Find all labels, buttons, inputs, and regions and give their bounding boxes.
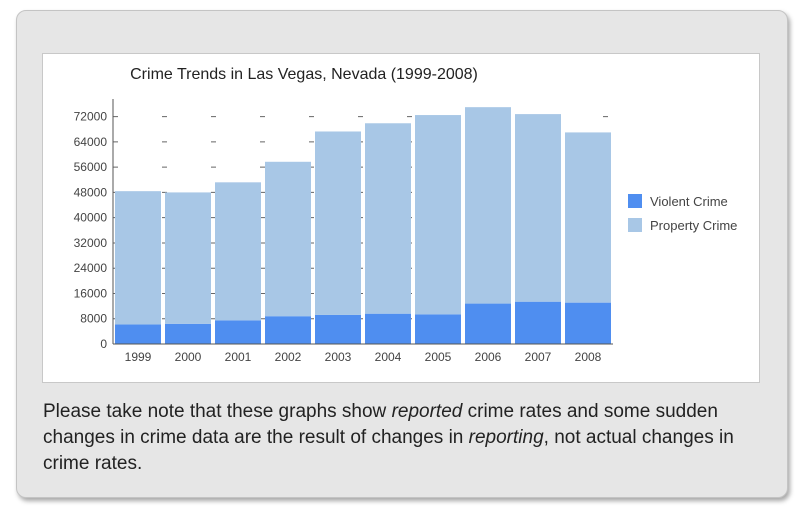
property-crime-bar bbox=[465, 107, 511, 304]
chart-container: Crime Trends in Las Vegas, Nevada (1999-… bbox=[42, 53, 760, 383]
legend-label-property: Property Crime bbox=[650, 218, 737, 233]
y-tick-label: 48000 bbox=[74, 185, 108, 199]
y-tick-label: 56000 bbox=[74, 160, 108, 174]
chart-card: Crime Trends in Las Vegas, Nevada (1999-… bbox=[16, 10, 788, 498]
violent-crime-bar bbox=[415, 314, 461, 344]
violent-crime-bar bbox=[165, 323, 211, 344]
property-crime-bar bbox=[315, 131, 361, 315]
note-emphasis-reported: reported bbox=[391, 401, 463, 422]
x-tick-label: 2007 bbox=[525, 350, 552, 364]
property-crime-bar bbox=[265, 161, 311, 317]
x-tick-label: 2002 bbox=[275, 350, 302, 364]
y-tick-label: 40000 bbox=[74, 211, 108, 225]
x-tick-label: 2006 bbox=[475, 350, 502, 364]
chart-title: Crime Trends in Las Vegas, Nevada (1999-… bbox=[130, 66, 478, 83]
x-tick-label: 2001 bbox=[225, 350, 252, 364]
violent-crime-bar bbox=[565, 302, 611, 344]
property-crime-bar bbox=[165, 192, 211, 324]
y-tick-label: 16000 bbox=[74, 286, 108, 300]
crime-trends-chart: Crime Trends in Las Vegas, Nevada (1999-… bbox=[74, 66, 738, 364]
y-tick-label: 64000 bbox=[74, 135, 108, 149]
note-text-3: , not actual changes in crime rates. bbox=[43, 427, 734, 474]
x-tick-label: 2000 bbox=[175, 350, 202, 364]
legend-swatch-violent bbox=[628, 194, 642, 208]
property-crime-bar bbox=[415, 115, 461, 315]
property-crime-bar bbox=[115, 191, 161, 325]
property-crime-bar bbox=[565, 132, 611, 303]
x-tick-label: 2003 bbox=[325, 350, 352, 364]
property-crime-bar bbox=[215, 182, 261, 321]
y-tick-label: 0 bbox=[100, 337, 107, 351]
legend-swatch-property bbox=[628, 218, 642, 232]
property-crime-bar bbox=[515, 114, 561, 302]
violent-crime-bar bbox=[115, 324, 161, 344]
x-tick-label: 2008 bbox=[575, 350, 602, 364]
y-tick-label: 8000 bbox=[80, 312, 107, 326]
y-tick-label: 24000 bbox=[74, 261, 108, 275]
note-text-1: Please take note that these graphs show bbox=[43, 401, 392, 422]
violent-crime-bar bbox=[265, 316, 311, 344]
note-text-2: crime rates and some sudden changes in c… bbox=[43, 401, 718, 448]
note-emphasis-reporting: reporting bbox=[468, 427, 544, 448]
x-tick-label: 1999 bbox=[125, 350, 152, 364]
x-tick-label: 2005 bbox=[425, 350, 452, 364]
violent-crime-bar bbox=[215, 320, 261, 344]
y-tick-label: 72000 bbox=[74, 110, 108, 124]
violent-crime-bar bbox=[365, 313, 411, 344]
disclaimer-note: Please take note that these graphs show … bbox=[43, 399, 763, 477]
y-tick-label: 32000 bbox=[74, 236, 108, 250]
violent-crime-bar bbox=[465, 303, 511, 344]
property-crime-bar bbox=[365, 123, 411, 314]
violent-crime-bar bbox=[515, 301, 561, 344]
violent-crime-bar bbox=[315, 314, 361, 344]
legend-label-violent: Violent Crime bbox=[650, 194, 728, 209]
x-tick-label: 2004 bbox=[375, 350, 402, 364]
